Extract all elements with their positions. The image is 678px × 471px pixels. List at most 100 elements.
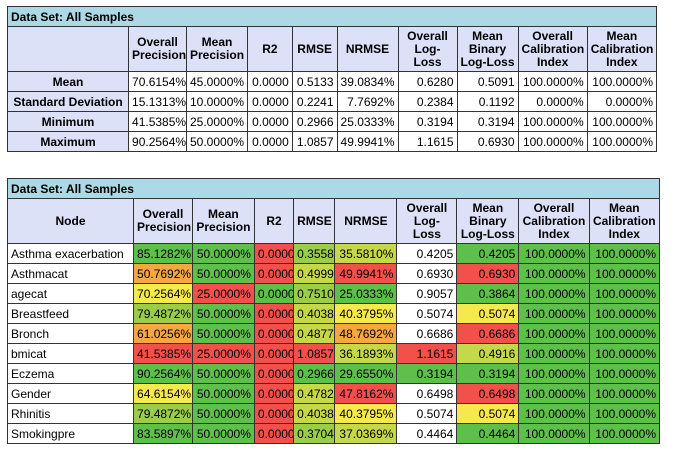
detail-cell: 0.0000 bbox=[253, 283, 295, 304]
summary-cell: 90.2564% bbox=[128, 131, 187, 152]
summary-header-row: Overall Precision Mean Precision R2 RMSE… bbox=[6, 26, 658, 72]
detail-cell: 100.0000% bbox=[588, 363, 661, 384]
detail-cell: 100.0000% bbox=[518, 323, 590, 344]
summary-corner-cell bbox=[6, 26, 130, 72]
header-mean-binary-log-loss: Mean Binary Log-Loss bbox=[456, 198, 520, 244]
summary-cell: 1.0857 bbox=[291, 131, 338, 152]
detail-cell: 41.5385% bbox=[133, 343, 193, 364]
detail-cell: 0.4916 bbox=[456, 343, 520, 364]
detail-cell: 37.0369% bbox=[334, 423, 398, 444]
detail-cell: 90.2564% bbox=[133, 363, 193, 384]
detail-cell: 0.3194 bbox=[396, 363, 458, 384]
summary-cell: 0.0000 bbox=[247, 71, 293, 92]
detail-cell: 0.0000 bbox=[253, 423, 295, 444]
detail-cell: 50.0000% bbox=[191, 403, 255, 424]
detail-cell: 0.4038 bbox=[293, 303, 336, 324]
node-name-cell: Breastfeed bbox=[6, 303, 135, 324]
detail-cell: 0.0000 bbox=[253, 323, 295, 344]
summary-cell: 100.0000% bbox=[517, 111, 588, 132]
detail-cell: 79.4872% bbox=[133, 403, 193, 424]
detail-cell: 50.0000% bbox=[191, 243, 255, 264]
node-name-cell: Rhinitis bbox=[6, 403, 135, 424]
detail-cell: 49.9941% bbox=[334, 263, 398, 284]
summary-cell: 0.5133 bbox=[291, 71, 338, 92]
summary-cell: 0.5091 bbox=[456, 71, 519, 92]
summary-row-label: Mean bbox=[6, 71, 130, 92]
summary-cell: 49.9941% bbox=[336, 131, 399, 152]
summary-cell: 70.6154% bbox=[128, 71, 187, 92]
summary-table: Data Set: All Samples Overall Precision … bbox=[6, 6, 658, 152]
summary-cell: 100.0000% bbox=[586, 71, 658, 92]
summary-cell: 41.5385% bbox=[128, 111, 187, 132]
detail-row: Asthmacat 50.7692% 50.0000% 0.0000 0.4999 49.… bbox=[6, 263, 661, 284]
detail-cell: 100.0000% bbox=[518, 343, 590, 364]
detail-cell: 0.5074 bbox=[396, 303, 458, 324]
detail-cell: 0.0000 bbox=[253, 383, 295, 404]
detail-caption: Data Set: All Samples bbox=[7, 178, 660, 199]
detail-row: Breastfeed 79.4872% 50.0000% 0.0000 0.4038 40… bbox=[6, 303, 661, 324]
detail-cell: 1.1615 bbox=[396, 343, 458, 364]
detail-cell: 0.2966 bbox=[293, 363, 336, 384]
detail-cell: 50.0000% bbox=[191, 363, 255, 384]
summary-cell: 0.2384 bbox=[397, 91, 458, 112]
detail-cell: 100.0000% bbox=[518, 403, 590, 424]
detail-cell: 0.0000 bbox=[253, 243, 295, 264]
summary-cell: 7.7692% bbox=[336, 91, 399, 112]
header-overall-log-loss: Overall Log-Loss bbox=[396, 198, 458, 244]
detail-cell: 100.0000% bbox=[588, 283, 661, 304]
summary-cell: 10.0000% bbox=[185, 91, 249, 112]
detail-cell: 50.0000% bbox=[191, 323, 255, 344]
summary-cell: 50.0000% bbox=[185, 131, 249, 152]
detail-cell: 100.0000% bbox=[588, 383, 661, 404]
header-node: Node bbox=[6, 198, 135, 244]
summary-row-label: Maximum bbox=[6, 131, 130, 152]
header-mean-precision: Mean Precision bbox=[191, 198, 255, 244]
header-mean-binary-log-loss: Mean Binary Log-Loss bbox=[456, 26, 519, 72]
header-overall-precision: Overall Precision bbox=[133, 198, 193, 244]
summary-cell: 0.0000% bbox=[517, 91, 588, 112]
detail-cell: 0.7510 bbox=[293, 283, 336, 304]
detail-cell: 100.0000% bbox=[588, 403, 661, 424]
summary-cell: 0.0000% bbox=[586, 91, 658, 112]
summary-cell: 100.0000% bbox=[586, 131, 658, 152]
detail-cell: 0.3704 bbox=[293, 423, 336, 444]
summary-cell: 39.0834% bbox=[336, 71, 399, 92]
detail-cell: 25.0333% bbox=[334, 283, 398, 304]
detail-cell: 0.4464 bbox=[456, 423, 520, 444]
detail-cell: 100.0000% bbox=[588, 243, 661, 264]
detail-cell: 0.4464 bbox=[396, 423, 458, 444]
detail-cell: 0.9057 bbox=[396, 283, 458, 304]
summary-row: Mean 70.6154% 45.0000% 0.0000 0.5133 39.0834%… bbox=[6, 71, 658, 92]
summary-cell: 0.2241 bbox=[291, 91, 338, 112]
detail-cell: 0.6930 bbox=[456, 263, 520, 284]
summary-cell: 15.1313% bbox=[128, 91, 187, 112]
header-overall-calibration-index: Overall Calibration Index bbox=[518, 198, 590, 244]
header-rmse: RMSE bbox=[291, 26, 338, 72]
detail-cell: 100.0000% bbox=[518, 263, 590, 284]
detail-cell: 1.0857 bbox=[293, 343, 336, 364]
summary-cell: 25.0000% bbox=[185, 111, 249, 132]
detail-cell: 0.0000 bbox=[253, 263, 295, 284]
detail-cell: 100.0000% bbox=[588, 423, 661, 444]
detail-cell: 100.0000% bbox=[588, 303, 661, 324]
detail-cell: 61.0256% bbox=[133, 323, 193, 344]
detail-cell: 0.6686 bbox=[396, 323, 458, 344]
detail-cell: 36.1893% bbox=[334, 343, 398, 364]
detail-cell: 100.0000% bbox=[518, 383, 590, 404]
header-rmse: RMSE bbox=[293, 198, 336, 244]
detail-cell: 0.0000 bbox=[253, 343, 295, 364]
node-name-cell: Asthma exacerbation bbox=[6, 243, 135, 264]
summary-cell: 100.0000% bbox=[586, 111, 658, 132]
detail-row: Rhinitis 79.4872% 50.0000% 0.0000 0.4038 40.3… bbox=[6, 403, 661, 424]
detail-cell: 100.0000% bbox=[518, 243, 590, 264]
detail-cell: 0.0000 bbox=[253, 363, 295, 384]
node-name-cell: Gender bbox=[6, 383, 135, 404]
detail-cell: 100.0000% bbox=[518, 423, 590, 444]
detail-cell: 0.3558 bbox=[293, 243, 336, 264]
summary-cell: 0.3194 bbox=[397, 111, 458, 132]
detail-cell: 85.1282% bbox=[133, 243, 193, 264]
detail-cell: 0.0000 bbox=[253, 403, 295, 424]
header-mean-calibration-index: Mean Calibration Index bbox=[586, 26, 658, 72]
detail-cell: 0.3864 bbox=[456, 283, 520, 304]
detail-cell: 79.4872% bbox=[133, 303, 193, 324]
